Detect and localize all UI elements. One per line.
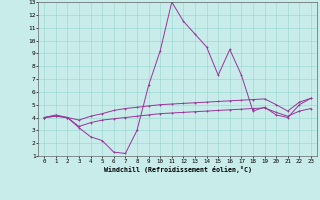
X-axis label: Windchill (Refroidissement éolien,°C): Windchill (Refroidissement éolien,°C) bbox=[104, 166, 252, 173]
